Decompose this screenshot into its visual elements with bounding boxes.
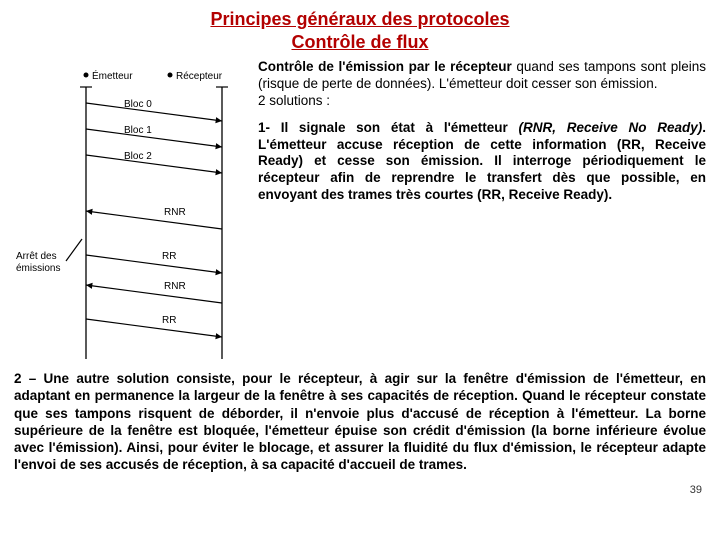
page-title: Principes généraux des protocoles Contrô…: [14, 8, 706, 53]
solution-1: 1- Il signale son état à l'émetteur (RNR…: [258, 120, 706, 204]
sol1-lead: 1- Il signale son état à l'émetteur: [258, 120, 519, 135]
sol1-rnr: (RNR, Receive No Ready): [519, 120, 703, 135]
svg-text:Récepteur: Récepteur: [176, 71, 223, 82]
svg-text:RR: RR: [162, 315, 176, 326]
svg-text:RR: RR: [162, 251, 176, 262]
solution-2: 2 – Une autre solution consiste, pour le…: [14, 370, 706, 474]
svg-text:Bloc 0: Bloc 0: [124, 99, 152, 110]
svg-text:RNR: RNR: [164, 207, 186, 218]
svg-text:RNR: RNR: [164, 281, 186, 292]
svg-text:Arrêt des: Arrêt des: [16, 251, 57, 262]
right-column: Contrôle de l'émission par le récepteur …: [258, 59, 706, 364]
title-line2: Contrôle de flux: [291, 32, 428, 52]
top-row: Émetteur Récepteur Bloc 0 Bloc 1 Bloc 2 RNR RR…: [14, 59, 706, 364]
svg-text:Bloc 2: Bloc 2: [124, 151, 152, 162]
sequence-svg: Émetteur Récepteur Bloc 0 Bloc 1 Bloc 2 RNR RR…: [14, 59, 250, 364]
sol2-text: 2 – Une autre solution consiste, pour le…: [14, 371, 706, 472]
intro-lead: Contrôle de l'émission par le récepteur: [258, 59, 512, 74]
solutions-label: 2 solutions :: [258, 93, 330, 108]
page-root: Principes généraux des protocoles Contrô…: [0, 0, 720, 540]
intro-paragraph: Contrôle de l'émission par le récepteur …: [258, 59, 706, 110]
svg-text:émissions: émissions: [16, 263, 60, 274]
sequence-diagram: Émetteur Récepteur Bloc 0 Bloc 1 Bloc 2 RNR RR…: [14, 59, 250, 364]
svg-text:Bloc 1: Bloc 1: [124, 125, 152, 136]
svg-text:Émetteur: Émetteur: [92, 69, 133, 82]
title-line1: Principes généraux des protocoles: [210, 9, 509, 29]
page-number: 39: [690, 484, 702, 496]
